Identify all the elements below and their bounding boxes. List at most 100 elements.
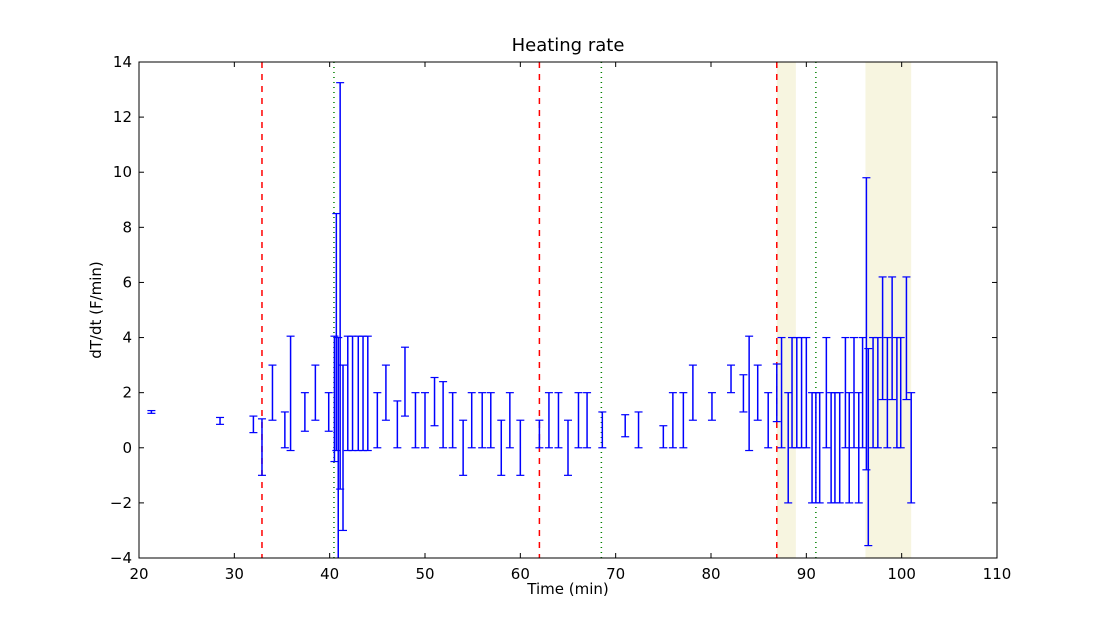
- chart-title: Heating rate: [512, 35, 625, 56]
- shaded-span: [776, 62, 796, 558]
- error-bar: [411, 392, 420, 449]
- plot-frame: [138, 61, 998, 559]
- error-bar: [354, 335, 363, 452]
- error-bar: [845, 392, 854, 504]
- vertical-lines: [261, 62, 817, 558]
- y-tick-label: −2: [110, 494, 132, 512]
- shaded-span: [865, 62, 912, 558]
- error-bar: [564, 419, 572, 476]
- error-bar: [688, 364, 697, 421]
- error-bar: [679, 392, 688, 449]
- error-bar: [797, 336, 806, 449]
- error-bar: [381, 364, 390, 421]
- y-tick-label: 4: [122, 329, 132, 347]
- y-tick-label: 6: [122, 273, 132, 291]
- y-tick-label: 8: [122, 218, 132, 236]
- x-tick-label: 80: [701, 565, 720, 583]
- error-bar: [339, 364, 348, 532]
- error-bar: [554, 392, 563, 449]
- error-bar: [448, 392, 457, 449]
- x-tick-label: 110: [983, 565, 1012, 583]
- error-bar: [324, 392, 333, 432]
- error-bar: [574, 392, 583, 449]
- error-bar: [858, 336, 867, 449]
- shaded-spans: [776, 62, 912, 558]
- error-bar: [777, 336, 786, 449]
- error-bar: [216, 416, 225, 425]
- error-bar: [348, 335, 357, 452]
- error-bar: [286, 335, 295, 452]
- error-bar: [772, 363, 781, 423]
- error-bar: [330, 335, 339, 463]
- x-tick-label: 60: [511, 565, 530, 583]
- error-bar: [850, 336, 858, 449]
- y-tick-label: 14: [113, 53, 132, 71]
- error-bar: [815, 392, 824, 504]
- error-bar: [486, 392, 495, 449]
- error-bar: [739, 374, 748, 413]
- error-bar: [268, 364, 277, 421]
- error-bar: [745, 335, 754, 452]
- y-axis-label: dT/dt (F/min): [87, 261, 105, 359]
- error-bar: [902, 276, 911, 401]
- error-bar: [300, 392, 309, 432]
- error-bar: [873, 336, 882, 449]
- x-tick-label: 90: [797, 565, 816, 583]
- error-bar: [343, 335, 352, 452]
- error-bar: [478, 392, 487, 449]
- error-bar: [359, 335, 368, 452]
- error-bar: [583, 392, 592, 449]
- y-axis-ticks: −4 −2 0 2 4 6 8 10 12 14: [110, 53, 997, 567]
- error-bar: [883, 336, 892, 449]
- y-tick-label: −4: [110, 549, 132, 567]
- error-bar: [822, 336, 831, 449]
- error-bar: [896, 336, 905, 449]
- x-tick-label: 20: [129, 565, 148, 583]
- error-bar: [907, 392, 916, 504]
- error-bar: [400, 346, 409, 417]
- error-bar: [459, 419, 468, 476]
- error-bar: [439, 381, 448, 449]
- error-bar: [373, 392, 382, 449]
- error-bar: [332, 212, 341, 452]
- error-bar: [707, 392, 716, 421]
- error-bar: [393, 400, 402, 449]
- error-bar: [147, 409, 156, 414]
- x-tick-label: 50: [415, 565, 434, 583]
- error-bar: [835, 392, 844, 504]
- error-bar: [467, 392, 476, 449]
- error-bar: [334, 336, 343, 558]
- error-bar: [311, 364, 320, 421]
- error-bar: [257, 418, 266, 476]
- error-bar: [430, 376, 439, 427]
- error-bar: [497, 419, 506, 476]
- error-bar: [830, 392, 839, 504]
- error-bar: [802, 336, 811, 449]
- error-bar: [505, 392, 514, 449]
- error-bar: [862, 177, 871, 471]
- y-tick-label: 0: [122, 439, 132, 457]
- error-bars: [147, 82, 916, 558]
- error-bar: [659, 425, 668, 449]
- error-bar: [668, 392, 677, 449]
- error-bar: [888, 276, 897, 401]
- error-bar: [764, 392, 773, 449]
- error-bar: [621, 414, 630, 438]
- error-bar: [864, 347, 873, 547]
- x-tick-label: 70: [606, 565, 625, 583]
- y-tick-label: 2: [122, 384, 132, 402]
- y-tick-label: 10: [113, 163, 132, 181]
- error-bar: [421, 392, 429, 449]
- error-bar: [878, 276, 887, 401]
- error-bar: [544, 392, 553, 449]
- x-tick-label: 30: [225, 565, 244, 583]
- x-tick-label: 40: [320, 565, 339, 583]
- x-axis-label: Time (min): [526, 580, 608, 598]
- y-tick-label: 12: [113, 108, 132, 126]
- error-bar: [727, 364, 736, 394]
- x-tick-label: 100: [887, 565, 916, 583]
- x-axis-ticks: 20 30 40 50 60 70 80 90 100 110: [129, 62, 1011, 583]
- error-bar: [280, 411, 289, 449]
- error-bar: [634, 411, 643, 449]
